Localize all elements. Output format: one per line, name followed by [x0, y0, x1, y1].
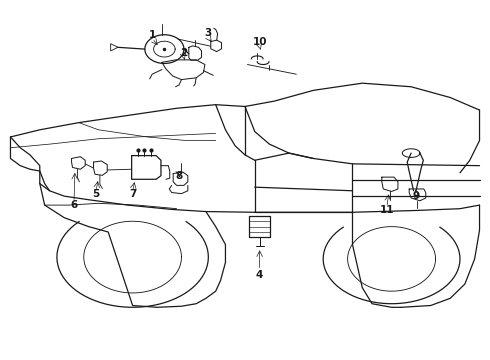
- Text: 7: 7: [129, 189, 136, 199]
- Text: 8: 8: [175, 171, 183, 181]
- Text: 6: 6: [71, 200, 77, 210]
- Text: 1: 1: [148, 30, 156, 40]
- Text: 11: 11: [379, 206, 394, 216]
- Text: 4: 4: [256, 270, 263, 280]
- Text: 3: 3: [205, 28, 212, 38]
- Text: 9: 9: [413, 191, 419, 201]
- Text: 5: 5: [92, 189, 99, 199]
- Text: 2: 2: [180, 48, 188, 58]
- Text: 10: 10: [252, 37, 267, 47]
